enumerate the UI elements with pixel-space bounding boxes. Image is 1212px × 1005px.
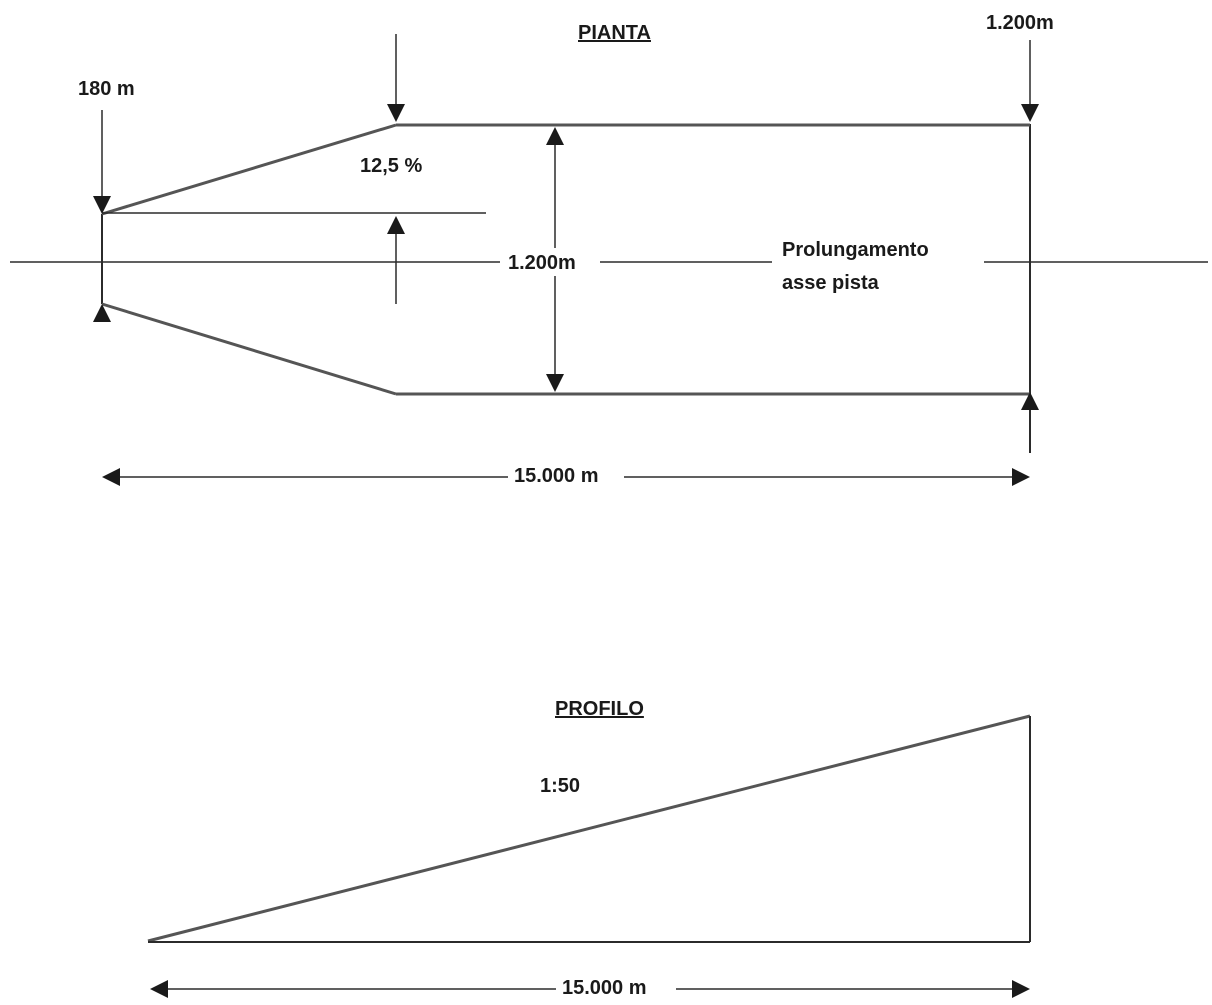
- profile-length-label-mask: [556, 974, 676, 1002]
- upper-divergence-edge: [101, 123, 397, 216]
- plan-title: PIANTA: [578, 22, 651, 44]
- divergence-end-arrowhead: [387, 104, 405, 122]
- plan-view: PIANTA 180 m 1.200m 12,5 % 1.200m Prolun…: [10, 12, 1208, 490]
- center-width-label: 1.200m: [508, 252, 576, 274]
- divergence-measure-arrowhead: [387, 216, 405, 234]
- plan-length-label: 15.000 m: [514, 465, 599, 487]
- profile-length-arrowhead-left: [150, 980, 168, 998]
- profile-title: PROFILO: [555, 698, 644, 720]
- inner-width-arrowhead-top: [93, 196, 111, 214]
- outer-width-arrowhead-bottom: [1021, 392, 1039, 410]
- centerline-label-line2: asse pista: [782, 272, 880, 294]
- center-width-arrowhead-top: [546, 127, 564, 145]
- outer-width-arrowhead-top: [1021, 104, 1039, 122]
- outer-width-label: 1.200m: [986, 12, 1054, 34]
- centerline-label-line1: Prolungamento: [782, 239, 929, 261]
- profile-length-label: 15.000 m: [562, 977, 647, 999]
- plan-length-arrowhead-left: [102, 468, 120, 486]
- inner-width-arrowhead-bottom: [93, 304, 111, 322]
- center-width-label-mask: [500, 248, 600, 276]
- center-width-arrowhead-bottom: [546, 374, 564, 392]
- profile-view: PROFILO 1:50 15.000 m: [147, 698, 1031, 1002]
- profile-slope-line: [147, 714, 1031, 943]
- slope-ratio-label: 1:50: [540, 775, 580, 797]
- divergence-label: 12,5 %: [360, 155, 422, 177]
- inner-width-label: 180 m: [78, 78, 135, 100]
- lower-divergence-edge: [101, 302, 397, 396]
- plan-length-arrowhead-right: [1012, 468, 1030, 486]
- centerline-label-mask: [772, 235, 984, 265]
- plan-length-label-mask: [508, 462, 624, 490]
- profile-length-arrowhead-right: [1012, 980, 1030, 998]
